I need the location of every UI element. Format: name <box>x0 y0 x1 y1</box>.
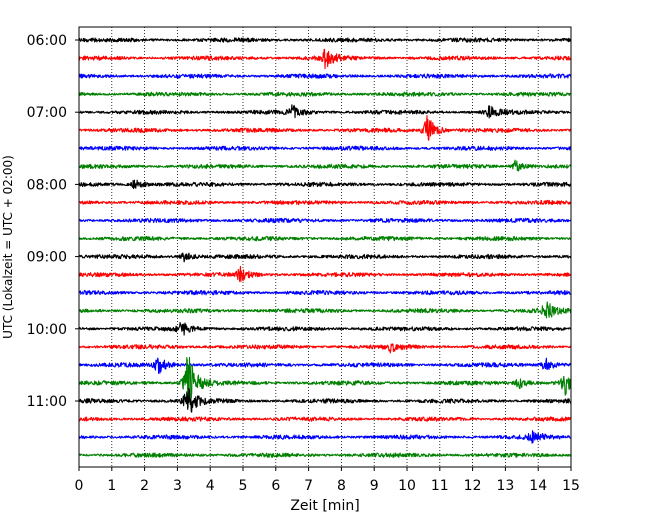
trace-1045 <box>78 356 572 409</box>
y-axis-ticks: 06:00 07:00 08:00 09:00 10:00 11:00 <box>27 33 79 410</box>
trace-1115 <box>78 416 572 422</box>
x-tick-label: 9 <box>370 478 379 494</box>
x-tick-label: 8 <box>337 478 346 494</box>
trace-1030 <box>78 357 572 375</box>
y-tick-label: 06:00 <box>27 33 67 49</box>
x-tick-label: 2 <box>140 478 149 494</box>
y-tick-label: 09:00 <box>27 250 67 266</box>
trace-0730 <box>78 145 572 152</box>
trace-0630 <box>78 73 572 79</box>
trace-0915 <box>78 265 572 283</box>
trace-1015 <box>78 343 572 354</box>
trace-0800 <box>78 179 572 190</box>
trace-0815 <box>78 199 572 206</box>
x-tick-label: 0 <box>75 478 84 494</box>
x-tick-label: 1 <box>107 478 116 494</box>
x-tick-label: 14 <box>529 478 547 494</box>
x-axis-label: Zeit [min] <box>290 498 359 514</box>
x-tick-label: 15 <box>562 478 580 494</box>
x-tick-label: 12 <box>464 478 482 494</box>
trace-0645 <box>78 91 572 97</box>
x-tick-label: 10 <box>398 478 416 494</box>
y-tick-label: 08:00 <box>27 177 67 193</box>
vertical-grid <box>111 27 539 467</box>
y-axis-label: UTC (Lokalzeit = UTC + 02:00) <box>1 155 15 339</box>
trace-0930 <box>78 289 572 296</box>
trace-0900 <box>78 252 572 263</box>
x-tick-label: 7 <box>304 478 313 494</box>
seismic-traces <box>78 37 572 458</box>
x-tick-label: 5 <box>239 478 248 494</box>
x-tick-label: 3 <box>173 478 182 494</box>
x-tick-label: 4 <box>206 478 215 494</box>
trace-1000 <box>78 321 572 336</box>
y-tick-label: 10:00 <box>27 322 67 338</box>
trace-1145 <box>78 452 572 458</box>
trace-0845 <box>78 235 572 242</box>
trace-1130 <box>78 430 572 444</box>
trace-0615 <box>78 48 572 70</box>
y-tick-label: 07:00 <box>27 105 67 121</box>
x-tick-label: 11 <box>431 478 449 494</box>
trace-0715 <box>78 115 572 141</box>
trace-0700 <box>78 104 572 119</box>
x-tick-label: 6 <box>271 478 280 494</box>
trace-0945 <box>78 301 572 319</box>
trace-0600 <box>78 37 572 43</box>
trace-0745 <box>78 159 572 172</box>
x-tick-label: 13 <box>496 478 514 494</box>
trace-1100 <box>78 387 572 413</box>
trace-0830 <box>78 217 572 224</box>
x-axis-ticks: 0 1 2 3 4 5 6 7 8 9 10 11 12 13 14 15 <box>75 467 580 494</box>
y-tick-label: 11:00 <box>27 394 67 410</box>
plot-frame <box>78 26 572 468</box>
